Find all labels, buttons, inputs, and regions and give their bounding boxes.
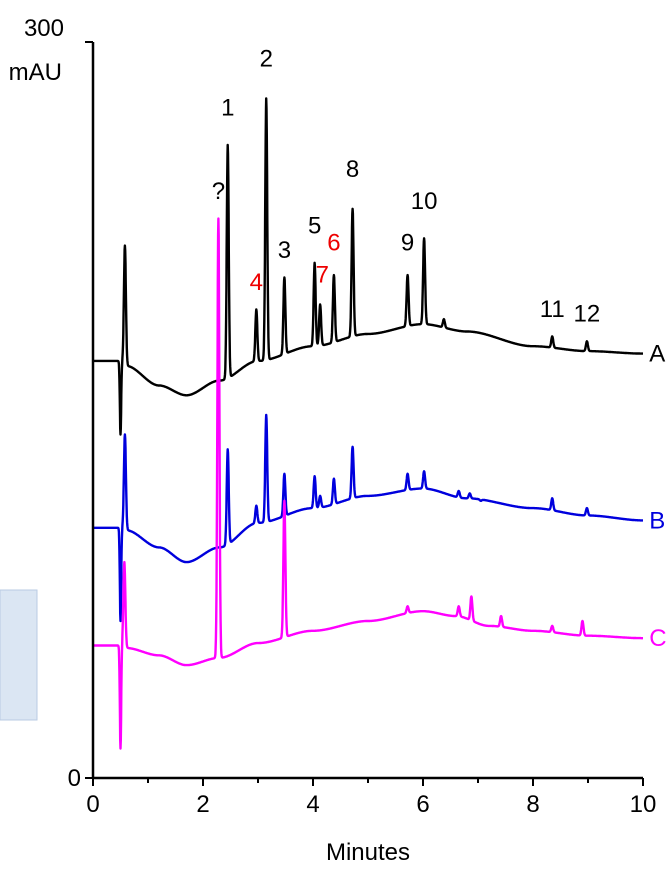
traces-group [92, 97, 644, 750]
peak-label-3: 3 [278, 237, 291, 264]
x-tick-label-6: 6 [416, 791, 429, 818]
x-tick-label-8: 8 [526, 791, 539, 818]
peak-label-11: 11 [540, 296, 565, 323]
x-tick-label-10: 10 [630, 791, 657, 818]
background-panel [0, 589, 38, 721]
series-label-B: B [649, 507, 665, 534]
axes-group [91, 42, 643, 780]
trace-B [92, 413, 644, 623]
y-axis-title: mAU [9, 59, 62, 86]
peak-label-6: 6 [327, 230, 340, 257]
series-label-A: A [649, 341, 665, 368]
peak-label-12: 12 [574, 301, 601, 328]
peak-label-7: 7 [316, 261, 329, 288]
peak-label-?: ? [212, 178, 225, 205]
x-tick-label-4: 4 [306, 791, 319, 818]
peak-label-1: 1 [221, 95, 234, 122]
peak-label-4: 4 [250, 269, 263, 296]
peak-label-9: 9 [401, 230, 414, 257]
ticks-group: 0 2 4 6 8 10 0 [68, 41, 657, 818]
peak-label-10: 10 [411, 188, 438, 215]
x-tick-label-0: 0 [86, 791, 99, 818]
x-tick-label-2: 2 [196, 791, 209, 818]
y-tick-label-0: 0 [68, 765, 81, 792]
peak-label-2: 2 [260, 46, 273, 73]
trace-C [92, 217, 644, 750]
x-axis-title: Minutes [326, 839, 410, 866]
trace-A [92, 97, 644, 436]
peak-label-8: 8 [346, 156, 359, 183]
series-label-C: C [649, 625, 666, 652]
y-tick-label-300: 300 [24, 15, 64, 42]
peak-label-5: 5 [308, 212, 321, 239]
